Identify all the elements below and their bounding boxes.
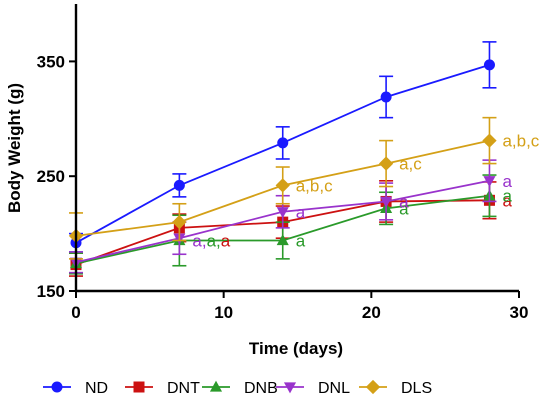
series-nd [69,41,497,253]
data-point-nd [380,91,392,103]
significance-label-dnt: a [502,191,512,210]
x-tick-label: 0 [71,303,80,322]
legend-label-dls: DLS [401,380,432,397]
x-axis-label: Time (days) [249,339,343,358]
significance-label-part: a [221,231,231,250]
legend-label-dnb: DNB [244,380,278,397]
y-tick-label: 350 [37,52,65,71]
data-point-nd [277,137,289,149]
y-tick-label: 250 [37,167,65,186]
legend-marker-dnb [209,380,223,392]
significance-label-day-7: a,a,a [192,231,230,250]
axes-layer [74,4,519,293]
legend-item-dnb: DNB [202,380,278,397]
significance-label-dls: a,c [399,155,422,174]
significance-label-dnt: a [399,192,409,211]
legend-item-dnl: DNL [276,380,350,397]
x-tick-label: 10 [214,303,233,322]
x-tick-label: 30 [510,303,529,322]
significance-label-dnb: a [502,187,512,206]
significance-label-part: a [207,231,217,250]
legend-item-dnt: DNT [125,380,200,397]
data-point-dnl [380,196,393,208]
legend-label-dnt: DNT [167,380,200,397]
significance-label-dls: a,b,c [502,132,539,151]
significance-label-dnl: a [399,192,409,211]
data-point-dls [378,156,394,171]
significance-label-dnb: a [399,199,409,218]
data-point-nd [483,59,495,71]
y-axis-label: Body Weight (g) [5,83,24,213]
series-layer [68,41,497,277]
legend-label-nd: ND [85,380,108,397]
legend: ND DNT DNB DNL DLS [43,379,432,397]
legend-marker-dnl [283,382,297,394]
significance-label-part: , [202,231,207,250]
significance-label-part: , [216,231,221,250]
legend-marker-dls [365,379,381,395]
ticks-layer: 0 10 20 30 150 250 350 [37,52,529,322]
data-point-dls [172,214,187,230]
significance-label-dnb: a [296,231,306,250]
legend-label-dnl: DNL [318,380,350,397]
data-point-dls [275,178,290,193]
data-point-dnb [276,234,289,246]
legend-marker-nd [51,381,63,393]
data-point-dnl [276,207,289,219]
significance-label-part: a [192,231,202,250]
significance-label-dnl: a [296,203,306,222]
legend-item-nd: ND [43,380,108,397]
significance-label-dls: a,b,c [296,176,333,195]
significance-label-dnl: a [502,172,512,191]
data-point-dls [482,133,497,148]
y-tick-label: 150 [37,282,65,301]
data-point-dnl [483,176,496,188]
x-tick-label: 20 [362,303,381,322]
legend-item-dls: DLS [359,379,432,397]
data-point-nd [173,179,185,191]
legend-marker-dnt [133,381,145,393]
